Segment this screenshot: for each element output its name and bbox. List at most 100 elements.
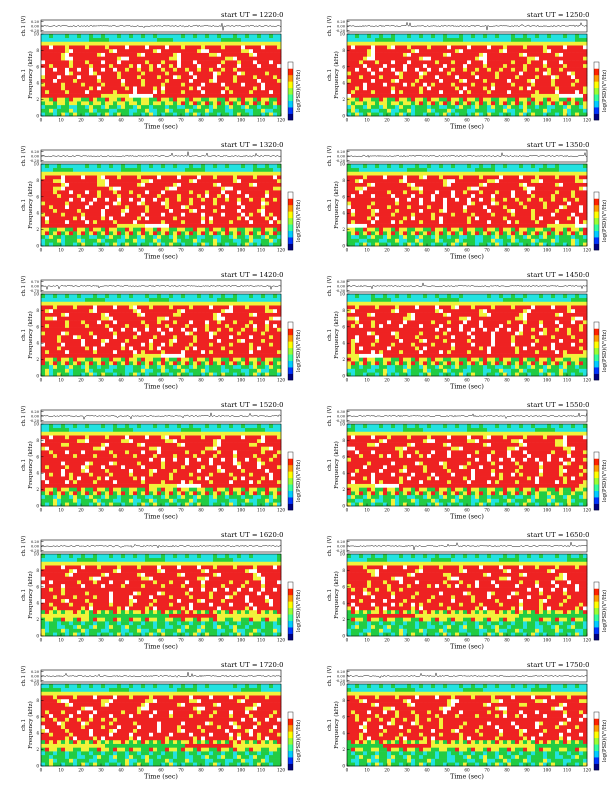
spectrogram-cell bbox=[567, 97, 572, 102]
spectrogram-cell bbox=[193, 197, 198, 202]
spectrogram-cell bbox=[375, 104, 380, 109]
spectrogram-cell bbox=[455, 93, 460, 98]
spectrogram-cell bbox=[149, 104, 154, 109]
spectrogram-cell bbox=[237, 75, 242, 80]
spectrogram-cell bbox=[551, 75, 556, 80]
spectrogram-cell bbox=[241, 108, 246, 113]
spectrogram-cell bbox=[261, 67, 266, 72]
spectrogram-cell bbox=[153, 234, 158, 239]
spectrogram-cell bbox=[133, 193, 138, 198]
spectrogram-cell bbox=[229, 52, 234, 57]
spectrogram-cell bbox=[105, 197, 110, 202]
spectrogram-cell bbox=[371, 212, 376, 217]
spectrogram-cell bbox=[45, 48, 50, 53]
spectrogram-cell bbox=[515, 89, 520, 94]
spectrogram-cell bbox=[85, 112, 90, 117]
spectrogram-cell bbox=[177, 208, 182, 213]
spectrogram-cell bbox=[423, 78, 428, 83]
spectrogram-cell bbox=[109, 171, 114, 176]
spectrogram-cell bbox=[491, 208, 496, 213]
spectrogram-cell bbox=[535, 86, 540, 91]
spectrogram-cell bbox=[117, 37, 122, 42]
spectrogram-cell bbox=[121, 89, 126, 94]
spectrogram-cell bbox=[229, 48, 234, 53]
spectrogram-cell bbox=[487, 89, 492, 94]
spectrogram-cell bbox=[249, 216, 254, 221]
waveform-tick-label: -0.20 bbox=[30, 159, 40, 163]
spectrogram-cell bbox=[181, 190, 186, 195]
spectrogram-cell bbox=[277, 67, 282, 72]
spectrogram-cell bbox=[229, 167, 234, 172]
spectrogram-cell bbox=[49, 219, 54, 224]
spectrogram-cell bbox=[113, 186, 118, 191]
spectrogram-cell bbox=[407, 231, 412, 236]
spectrogram-cell bbox=[467, 52, 472, 57]
spectrogram-cell bbox=[125, 63, 130, 68]
spectrogram-cell bbox=[415, 108, 420, 113]
spectrogram-cell bbox=[237, 67, 242, 72]
spectrogram-cell bbox=[563, 108, 568, 113]
spectrogram-cell bbox=[217, 175, 222, 180]
spectrogram-cell bbox=[53, 219, 58, 224]
spectrogram-cell bbox=[523, 112, 528, 117]
spectrogram-cell bbox=[221, 101, 226, 106]
spectrogram-cell bbox=[423, 242, 428, 247]
spectrogram-cell bbox=[355, 223, 360, 228]
spectrogram-cell bbox=[81, 164, 86, 169]
spectrogram-cell bbox=[367, 71, 372, 76]
spectrogram-cell bbox=[61, 186, 66, 191]
spectrogram-cell bbox=[261, 75, 266, 80]
spectrogram-cell bbox=[487, 75, 492, 80]
spectrogram-cell bbox=[455, 212, 460, 217]
spectrogram-cell bbox=[399, 164, 404, 169]
spectrogram-cell bbox=[81, 223, 86, 228]
spectrogram-cell bbox=[89, 101, 94, 106]
spectrogram-cell bbox=[355, 82, 360, 87]
spectrogram-cell bbox=[455, 45, 460, 50]
spectrogram-cell bbox=[185, 86, 190, 91]
spectrogram-cell bbox=[125, 178, 130, 183]
spectrogram-cell bbox=[217, 67, 222, 72]
spectrogram-cell bbox=[435, 219, 440, 224]
spectrogram-cell bbox=[527, 71, 532, 76]
spectrogram-cell bbox=[189, 167, 194, 172]
spectrogram-cell bbox=[551, 37, 556, 42]
spectrogram-cell bbox=[209, 193, 214, 198]
spectrogram-cell bbox=[157, 67, 162, 72]
spectrogram-cell bbox=[121, 52, 126, 57]
spectrogram-cell bbox=[153, 171, 158, 176]
spectrogram-cell bbox=[503, 82, 508, 87]
spectrogram-cell bbox=[447, 86, 452, 91]
spectrogram-cell bbox=[411, 82, 416, 87]
spectrogram-cell bbox=[423, 82, 428, 87]
spectrogram-cell bbox=[515, 67, 520, 72]
spectrogram-cell bbox=[427, 82, 432, 87]
spectrogram-cell bbox=[169, 104, 174, 109]
spectrogram-cell bbox=[161, 82, 166, 87]
spectrogram-cell bbox=[93, 37, 98, 42]
spectrogram-cell bbox=[379, 219, 384, 224]
spectrogram-cell bbox=[97, 112, 102, 117]
spectrogram-cell bbox=[161, 52, 166, 57]
spectrogram-cell bbox=[355, 201, 360, 206]
spectrogram-cell bbox=[407, 238, 412, 243]
spectrogram-cell bbox=[423, 238, 428, 243]
spectrogram-cell bbox=[257, 242, 262, 247]
spectrogram-cell bbox=[121, 104, 126, 109]
spectrogram-cell bbox=[399, 60, 404, 65]
spectrogram-cell bbox=[149, 52, 154, 57]
spectrogram-cell bbox=[547, 97, 552, 102]
spectrogram-cell bbox=[213, 212, 218, 217]
spectrogram-cell bbox=[217, 48, 222, 53]
spectrogram-cell bbox=[547, 71, 552, 76]
spectrogram-cell bbox=[455, 216, 460, 221]
spectrogram-cell bbox=[109, 52, 114, 57]
spectrogram-cell bbox=[367, 182, 372, 187]
spectrogram-cell bbox=[475, 242, 480, 247]
spectrogram-cell bbox=[41, 171, 46, 176]
spectrogram-cell bbox=[153, 52, 158, 57]
spectrogram-cell bbox=[85, 231, 90, 236]
spectrogram-cell bbox=[81, 234, 86, 239]
spectrogram-cell bbox=[277, 75, 282, 80]
spectrogram-cell bbox=[355, 37, 360, 42]
